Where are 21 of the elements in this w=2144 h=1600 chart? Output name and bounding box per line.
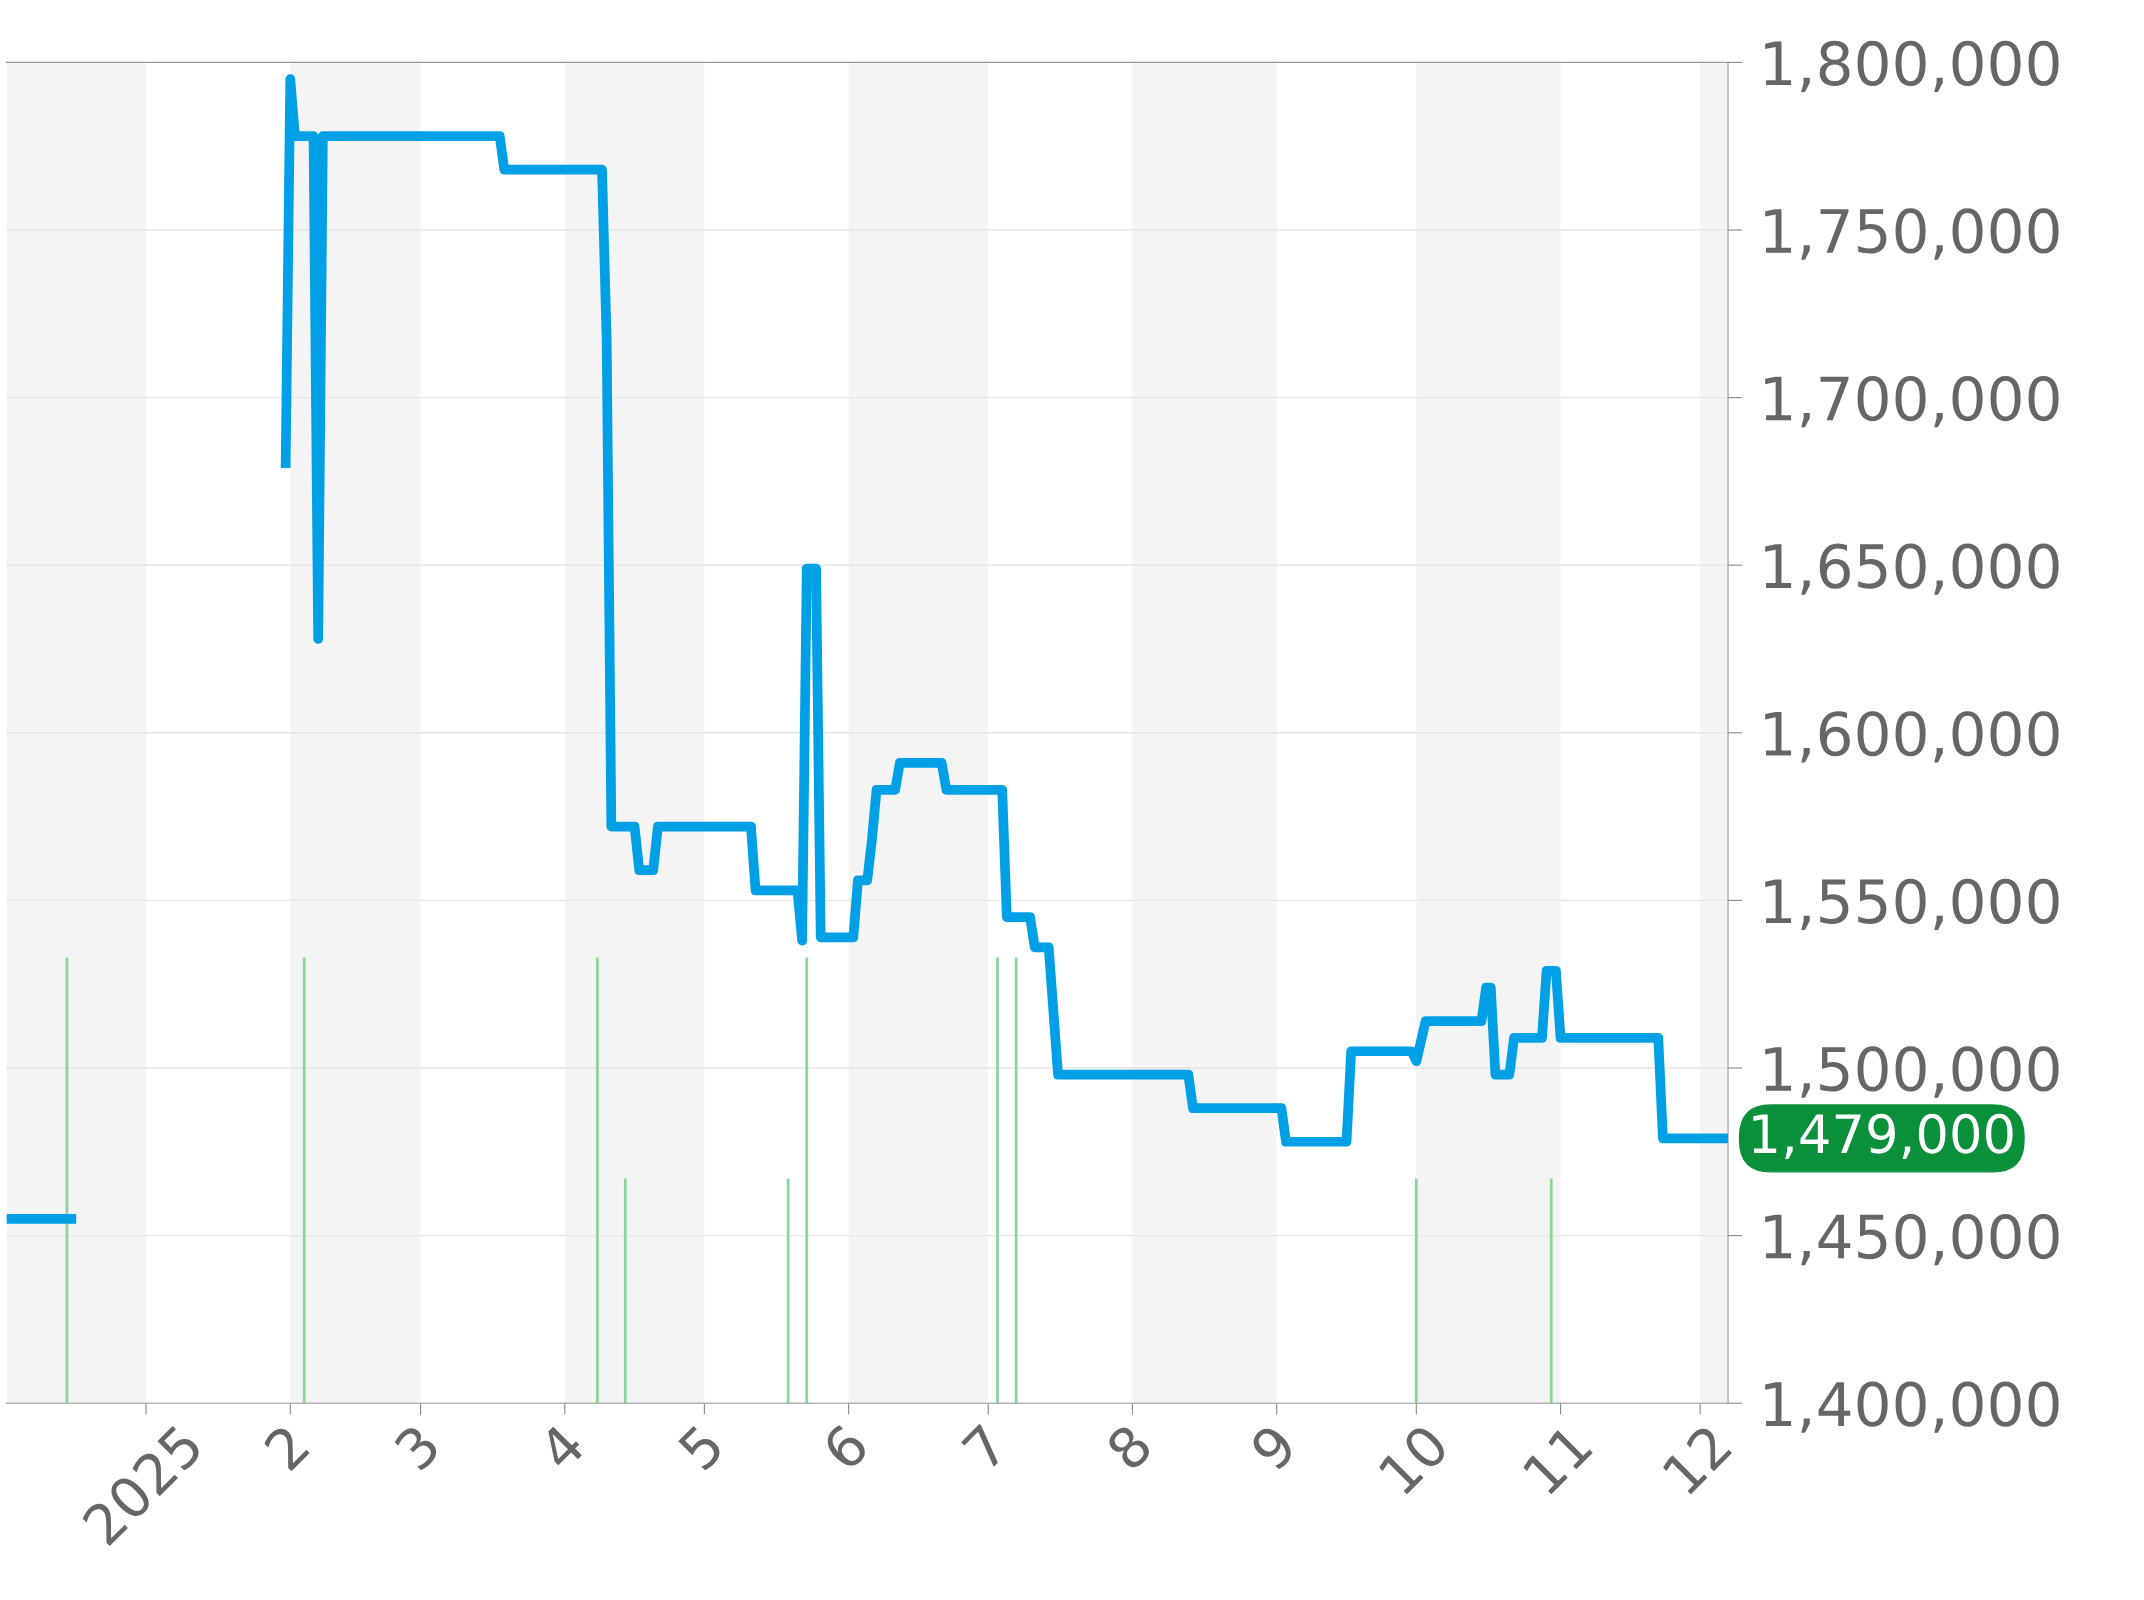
y-tick-label: 1,750,000 bbox=[1765, 208, 2059, 260]
annotation: 1,479,000 bbox=[1753, 1113, 2013, 1160]
y-tick-label: 1,400,000 bbox=[1765, 1381, 2059, 1433]
y-tick-label: 1,800,000 bbox=[1765, 40, 2059, 93]
y-tick-label: 1,550,000 bbox=[1765, 878, 2059, 931]
x-tick-label: 4 bbox=[536, 1422, 586, 1473]
y-tick-label: 1,450,000 bbox=[1765, 1213, 2059, 1266]
x-tick-label: 5 bbox=[677, 1423, 725, 1472]
x-tick-label: 7 bbox=[961, 1423, 1009, 1471]
x-tick-label: 9 bbox=[1248, 1422, 1298, 1473]
x-tick-label: 11 bbox=[1522, 1424, 1593, 1495]
y-tick-label: 1,650,000 bbox=[1765, 543, 2059, 595]
x-tick-label: 3 bbox=[392, 1423, 442, 1472]
y-tick-label: 1,700,000 bbox=[1765, 375, 2059, 428]
y-tick-label: 1,500,000 bbox=[1765, 1046, 2059, 1098]
x-tick-label: 6 bbox=[820, 1422, 871, 1472]
y-tick-label: 1,600,000 bbox=[1765, 711, 2059, 763]
x-tick-label: 12 bbox=[1661, 1423, 1733, 1495]
x-tick-label: 8 bbox=[1104, 1422, 1154, 1472]
x-tick-label: 2 bbox=[262, 1423, 310, 1472]
x-tick-label: 10 bbox=[1377, 1422, 1451, 1496]
